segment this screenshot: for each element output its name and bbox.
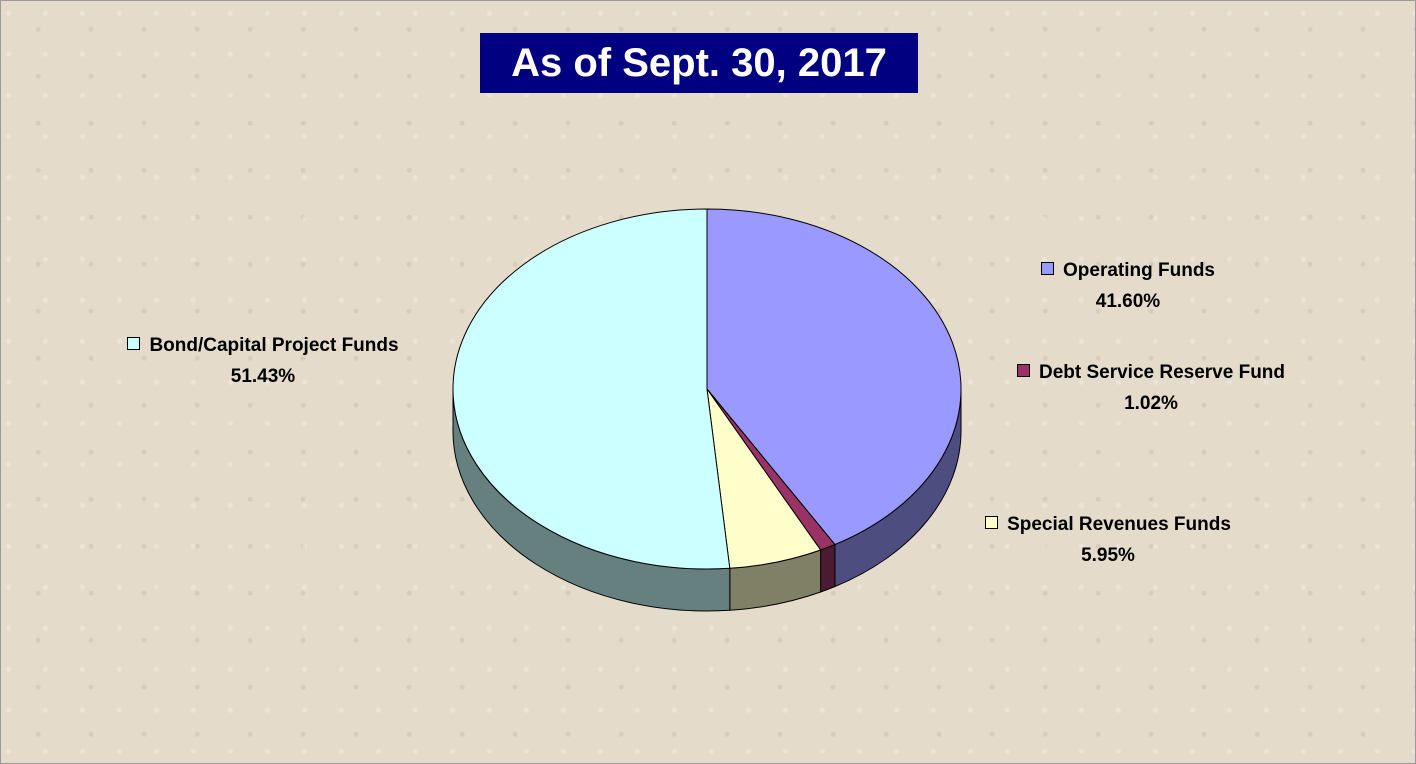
slice [452,208,731,570]
chart-title: As of Sept. 30, 2017 [480,33,918,93]
category-label: Bond/Capital Project Funds [149,335,399,356]
value-label: 5.95% [1081,545,1135,566]
category-label: Debt Service Reserve Fund [1038,362,1286,383]
slice [706,208,962,546]
value-label: 51.43% [230,366,296,387]
legend-swatch [985,516,999,529]
data-label: Special Revenues Funds 5.95% [983,509,1233,571]
value-label: 41.60% [1095,291,1161,312]
legend-swatch [127,337,141,350]
category-label: Operating Funds [1063,260,1215,281]
category-label: Special Revenues Funds [1007,514,1231,535]
data-label: Operating Funds 41.60% [998,255,1258,317]
value-label: 1.02% [1124,393,1178,414]
legend-swatch [1016,364,1030,377]
data-label: Bond/Capital Project Funds 51.43% [113,330,413,392]
data-label: Debt Service Reserve Fund 1.02% [1001,357,1301,419]
legend-swatch [1041,262,1054,275]
slice-side [820,543,836,593]
